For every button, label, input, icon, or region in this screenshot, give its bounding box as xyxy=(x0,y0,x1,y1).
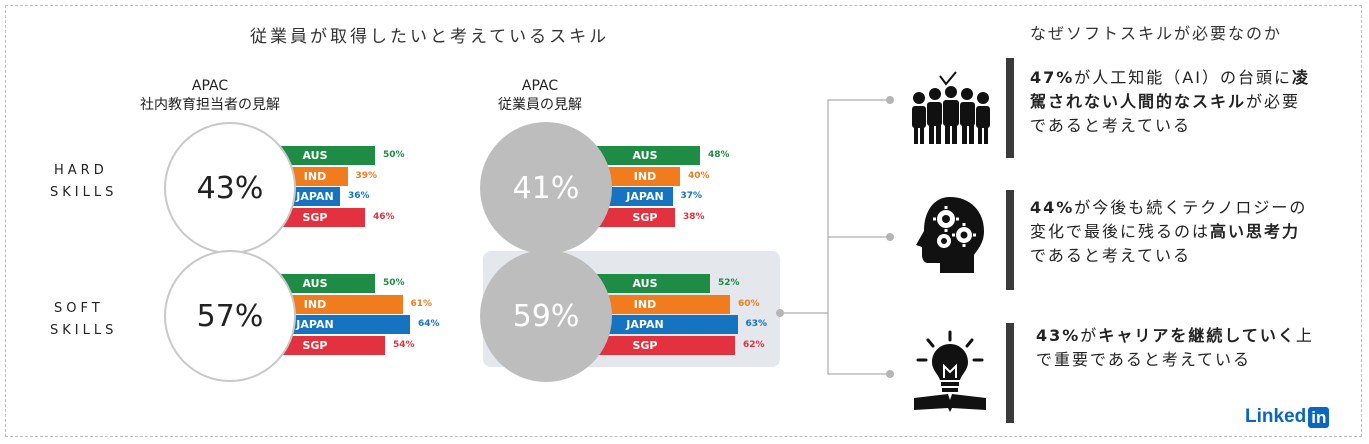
bar-category-label: JAPAN xyxy=(626,190,664,203)
column-subtitle: 従業員の見解 xyxy=(498,97,582,113)
bar-value-label: 50% xyxy=(383,278,405,288)
total-circle: 41% xyxy=(480,122,612,254)
row-label-soft: SOFT SKILLS xyxy=(50,298,117,342)
reason-segment: 上で重要であると考えている xyxy=(1036,326,1314,369)
row-label-line: SKILLS xyxy=(50,323,118,338)
bar-value-label: 60% xyxy=(738,298,760,309)
reason-text: 43%がキャリアを継続していく上で重要であると考えている xyxy=(1036,324,1326,372)
bar-value-label: 54% xyxy=(393,339,415,350)
bar-category-label: AUS xyxy=(302,277,328,290)
accent-bar xyxy=(1006,58,1014,158)
reason-segment: が必要であると考えている xyxy=(1030,92,1301,135)
linkedin-logo: Linked in xyxy=(1245,406,1330,428)
total-circle: 43% xyxy=(164,122,296,254)
right-title: なぜソフトスキルが必要なのか xyxy=(1030,24,1283,43)
reason-segment: が xyxy=(1080,326,1099,345)
bar-category-label: IND xyxy=(303,297,327,311)
lightbulb-book-icon xyxy=(914,330,986,412)
reason-segment: であると考えている xyxy=(1030,246,1192,265)
reason-segment: が今後も続くテクノロジーの変化で最後に残るのは xyxy=(1030,198,1308,241)
logo-text: Linked xyxy=(1245,406,1307,427)
column-region: APAC xyxy=(191,78,229,94)
bar-japan: JAPAN xyxy=(580,315,738,334)
reason-emphasis: 43% xyxy=(1036,326,1081,345)
bar-aus: AUS xyxy=(580,274,710,293)
bar-category-label: SGP xyxy=(632,338,658,352)
accent-bar xyxy=(1006,323,1014,423)
total-circle: 57% xyxy=(164,250,296,382)
reason-text: 44%が今後も続くテクノロジーの変化で最後に残るのは高い思考力であると考えている xyxy=(1030,196,1310,268)
reason-segment: が人工知能（AI）の台頭に xyxy=(1074,68,1292,87)
main-title: 従業員が取得したいと考えているスキル xyxy=(250,27,610,47)
bar-category-label: AUS xyxy=(632,149,658,162)
bar-value-label: 63% xyxy=(745,319,768,329)
row-label-line: SOFT xyxy=(54,301,104,316)
bar-value-label: 52% xyxy=(718,278,740,288)
reason-text: 47%が人工知能（AI）の台頭に凌駕されない人間的なスキルが必要であると考えてい… xyxy=(1030,66,1310,138)
bar-category-label: JAPAN xyxy=(296,190,334,203)
row-label-line: HARD xyxy=(54,163,108,178)
bar-sgp: SGP xyxy=(580,335,735,355)
bar-aus: AUS xyxy=(580,146,700,165)
bar-category-label: JAPAN xyxy=(296,318,334,331)
reason-emphasis: キャリアを継続していく xyxy=(1098,326,1296,345)
bar-value-label: 50% xyxy=(383,150,405,160)
bar-value-label: 40% xyxy=(688,170,710,181)
logo-box: in xyxy=(1308,406,1330,428)
bar-category-label: SGP xyxy=(302,338,328,352)
team-icon xyxy=(912,71,990,144)
bar-value-label: 38% xyxy=(683,211,705,222)
reason-emphasis: 高い思考力 xyxy=(1210,222,1301,241)
bar-category-label: SGP xyxy=(302,210,328,224)
bar-value-label: 46% xyxy=(373,211,395,222)
row-label-line: SKILLS xyxy=(50,185,118,200)
column-region: APAC xyxy=(521,78,559,94)
total-circle: 59% xyxy=(480,250,612,382)
column-header-employees: APAC 従業員の見解 xyxy=(460,77,620,115)
bar-category-label: SGP xyxy=(632,210,658,224)
bar-category-label: JAPAN xyxy=(626,318,664,331)
bar-ind: IND xyxy=(580,294,730,314)
bar-category-label: AUS xyxy=(302,149,328,162)
reason-emphasis: 凌駕されない人間的なスキル xyxy=(1030,68,1310,111)
bar-value-label: 37% xyxy=(680,191,703,201)
head-gears-icon xyxy=(916,197,984,273)
bar-value-label: 64% xyxy=(418,319,440,329)
bar-value-label: 61% xyxy=(410,298,433,309)
reason-emphasis: 44% xyxy=(1030,198,1075,217)
connector-lines xyxy=(776,96,894,378)
bar-value-label: 39% xyxy=(355,170,378,181)
bar-value-label: 62% xyxy=(743,339,765,350)
bar-value-label: 48% xyxy=(708,150,730,160)
column-subtitle: 社内教育担当者の見解 xyxy=(140,97,280,113)
reason-emphasis: 47% xyxy=(1030,68,1075,87)
row-label-hard: HARD SKILLS xyxy=(50,160,117,204)
dashed-frame xyxy=(5,5,1362,437)
bar-category-label: IND xyxy=(633,297,657,311)
bar-value-label: 36% xyxy=(348,191,370,201)
column-header-trainers: APAC 社内教育担当者の見解 xyxy=(130,77,290,115)
bar-category-label: IND xyxy=(303,169,327,183)
bar-category-label: AUS xyxy=(632,277,658,290)
accent-bar xyxy=(1006,190,1014,290)
bar-category-label: IND xyxy=(633,169,657,183)
